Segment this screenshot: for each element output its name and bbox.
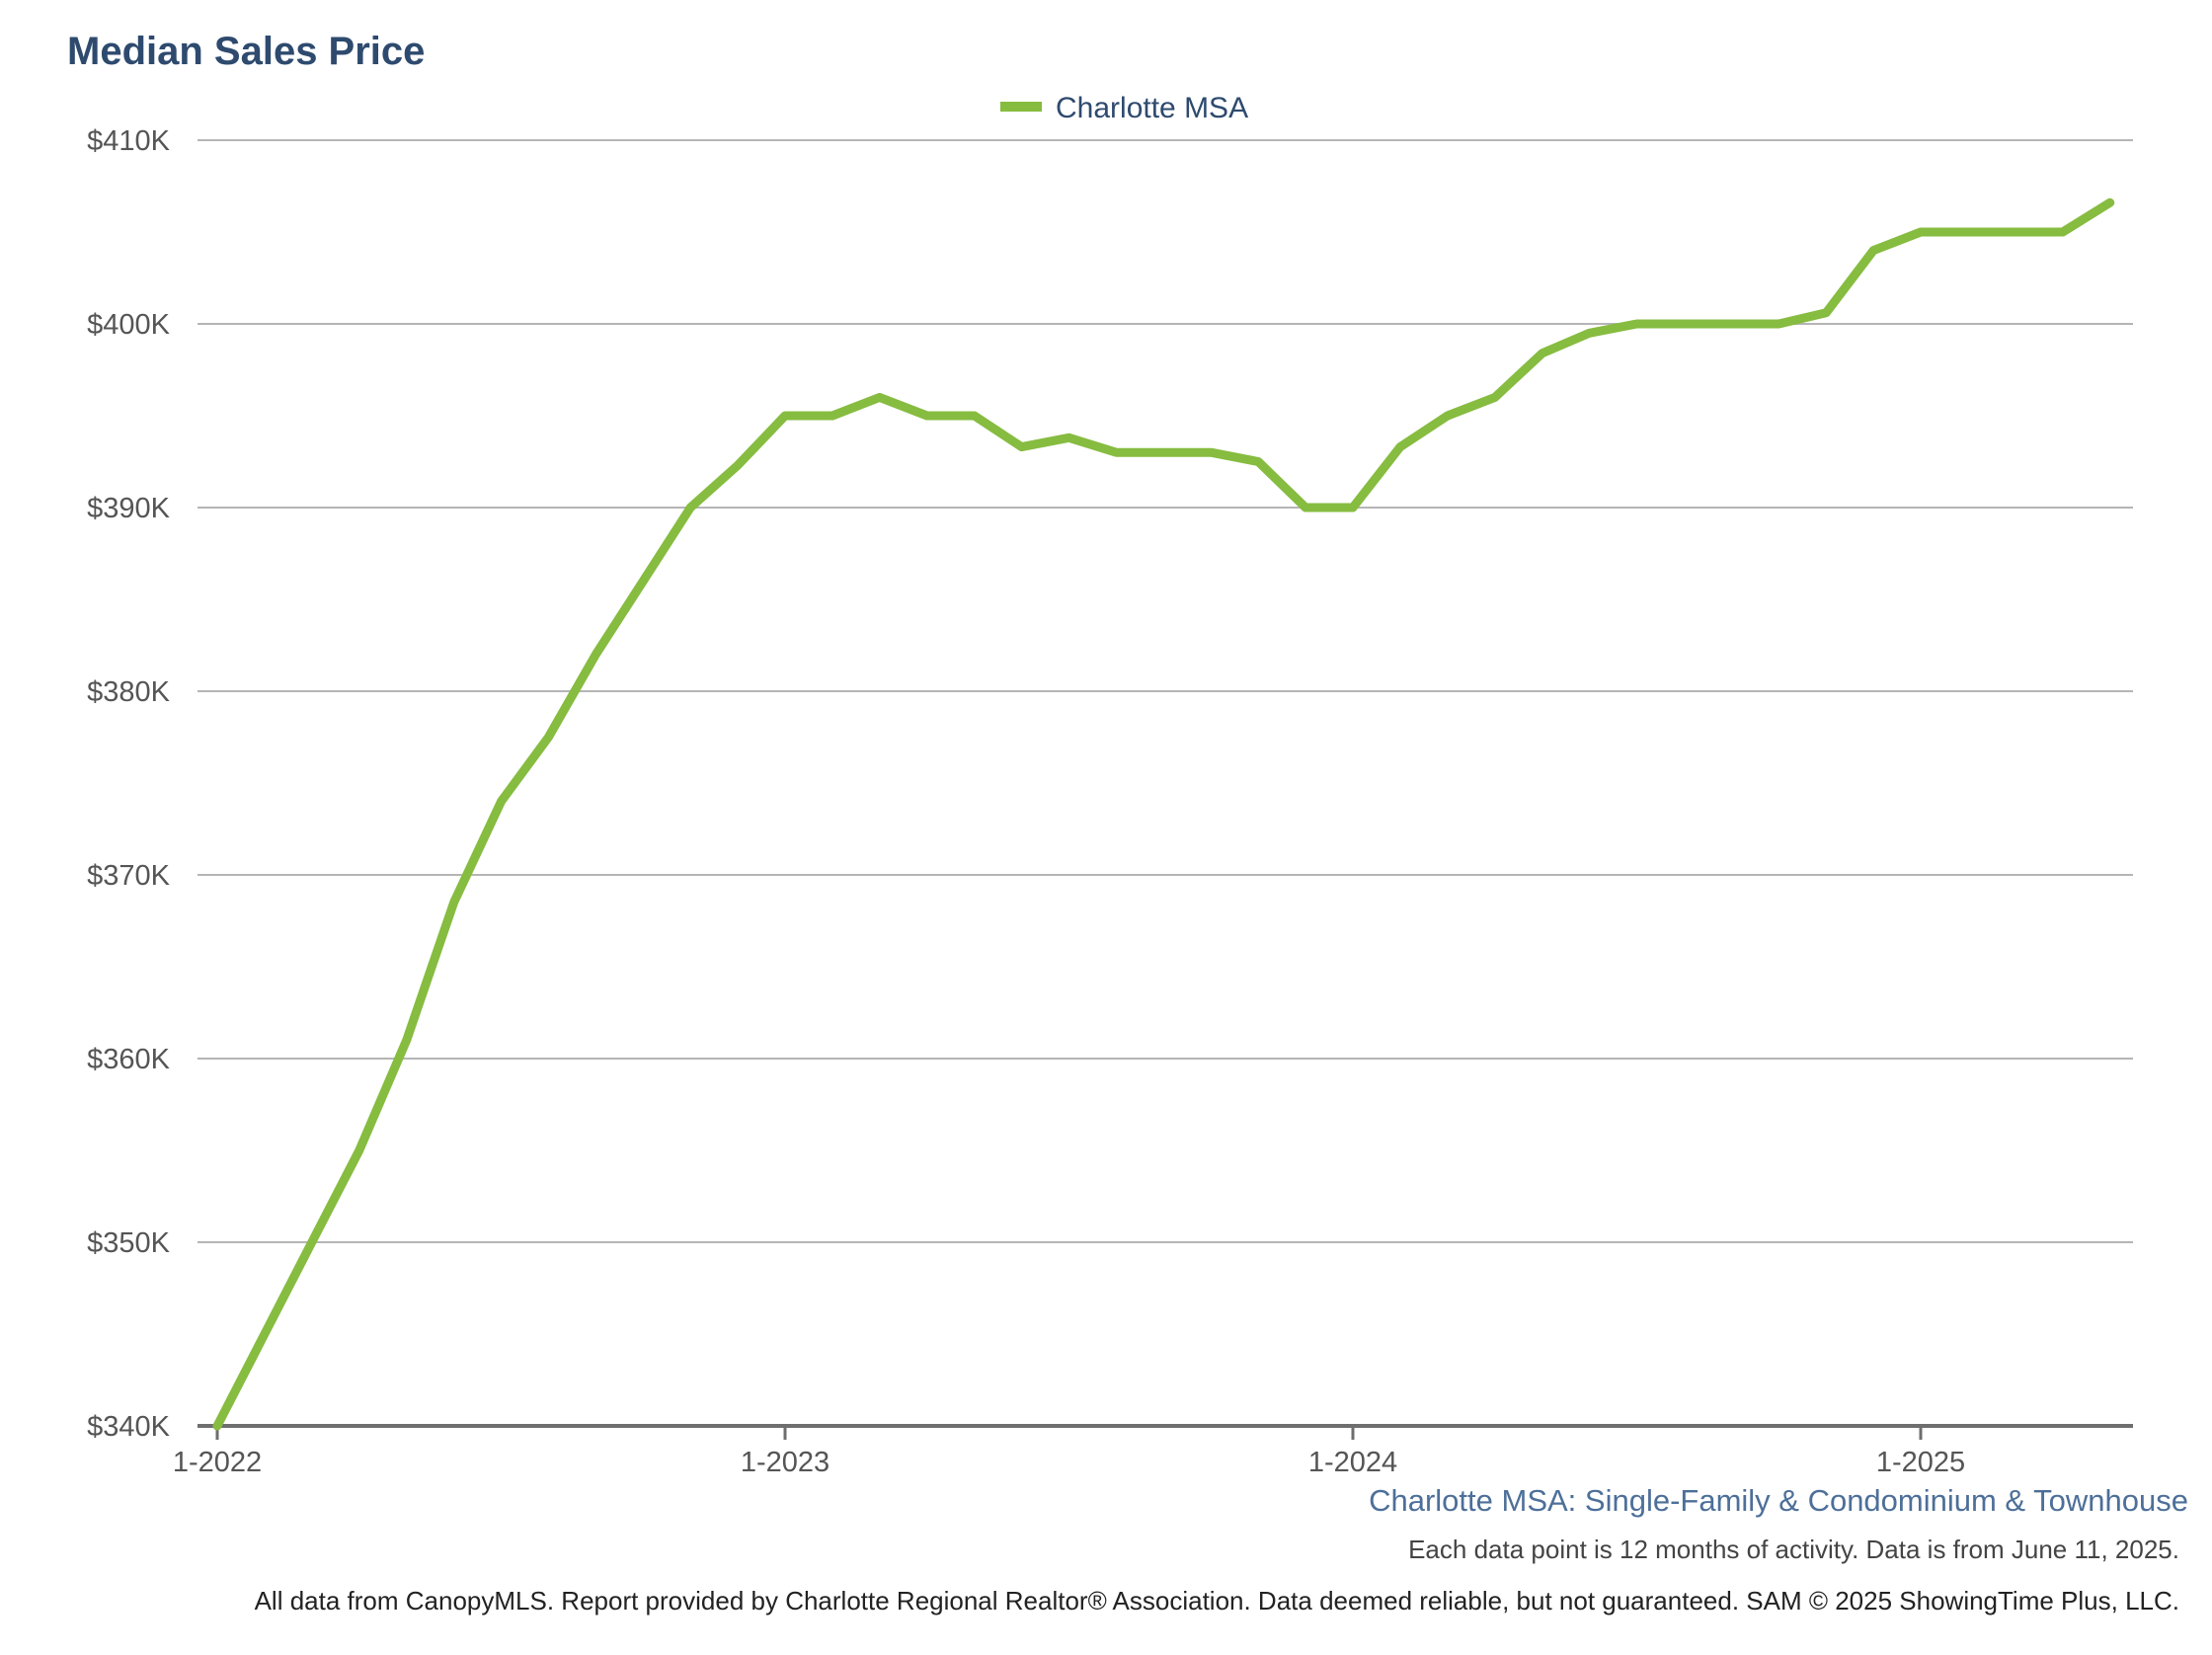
footer-disclaimer: All data from CanopyMLS. Report provided… — [254, 1586, 2179, 1616]
x-tick-label: 1-2023 — [741, 1447, 830, 1478]
chart-title: Median Sales Price — [67, 30, 426, 73]
y-axis: $340K $350K $360K $370K $380K $390K $400K $410K — [87, 125, 171, 1443]
y-tick-label: $400K — [87, 309, 171, 341]
chart-subtitle: Charlotte MSA: Single-Family & Condomini… — [1369, 1483, 2188, 1518]
legend: Charlotte MSA — [1000, 92, 1248, 124]
y-tick-label: $410K — [87, 125, 171, 157]
y-tick-label: $380K — [87, 676, 171, 708]
gridlines — [198, 139, 2133, 1243]
y-tick-label: $370K — [87, 860, 171, 892]
series-lines — [212, 197, 2115, 1431]
legend-label: Charlotte MSA — [1056, 92, 1248, 124]
y-tick-label: $340K — [87, 1411, 171, 1443]
data-note: Each data point is 12 months of activity… — [1408, 1535, 2179, 1564]
y-tick-label: $360K — [87, 1044, 171, 1075]
x-tick-label: 1-2024 — [1308, 1447, 1397, 1478]
x-tick-label: 1-2025 — [1876, 1447, 1965, 1478]
series-line-0 — [212, 197, 2115, 1431]
y-tick-label: $350K — [87, 1227, 171, 1259]
x-axis: 1-2022 1-2023 1-2024 1-2025 — [173, 1424, 2133, 1478]
y-tick-label: $390K — [87, 493, 171, 524]
x-tick-label: 1-2022 — [173, 1447, 262, 1478]
